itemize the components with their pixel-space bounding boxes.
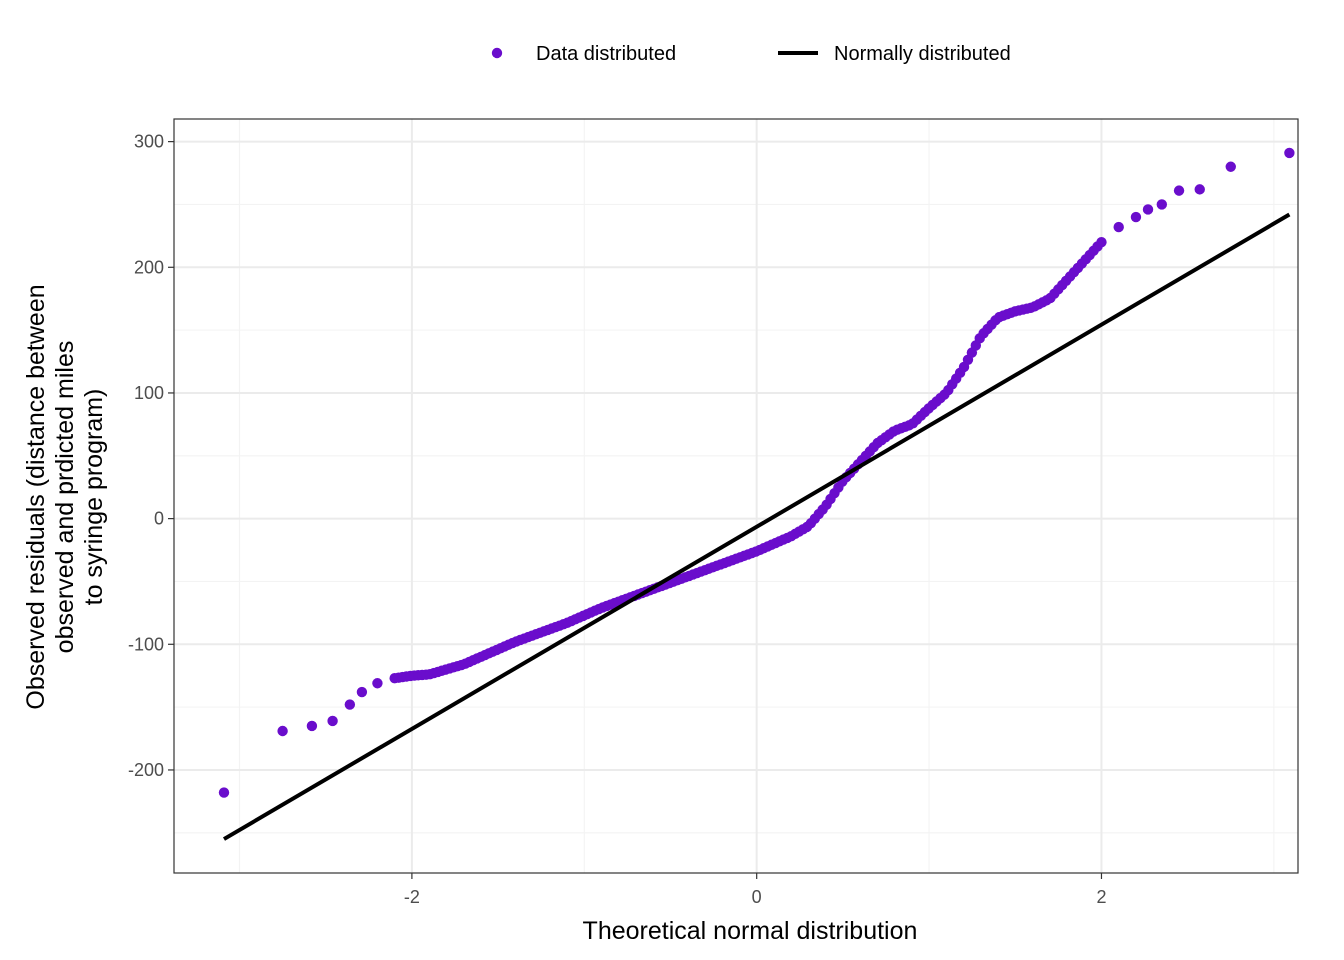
x-tick-label: 2 [1096, 887, 1106, 907]
y-tick-label: 200 [134, 257, 164, 277]
y-tick-label: -100 [128, 634, 164, 654]
data-point [327, 715, 338, 727]
y-axis-title-line-3: to syringe program) [80, 389, 108, 606]
grid-minor [174, 119, 1298, 873]
legend-point-swatch [491, 47, 503, 59]
plot-marks [218, 147, 1295, 841]
y-axis: -200 -100 0 100 200 300 [128, 132, 174, 780]
y-axis-title-line-1: Observed residuals (distance between [22, 284, 50, 709]
x-axis-title: Theoretical normal distribution [583, 917, 918, 945]
data-point [1113, 221, 1124, 233]
data-point [1142, 204, 1154, 215]
plot-panel [174, 119, 1298, 873]
data-point [1156, 199, 1168, 210]
data-point [344, 699, 356, 710]
x-axis: -2 0 2 [404, 873, 1106, 907]
y-axis-title: Observed residuals (distance between obs… [22, 284, 108, 709]
grid-major [174, 119, 1298, 873]
data-point [356, 686, 368, 698]
x-tick-label: 0 [752, 887, 762, 907]
legend: Data distributed Normally distributed [491, 43, 1011, 65]
data-point [306, 720, 318, 732]
legend-label-data: Data distributed [536, 43, 676, 65]
normal-reference-line [222, 212, 1291, 841]
y-axis-title-line-2: observed and prdicted miles [51, 341, 79, 654]
data-point [372, 678, 383, 689]
y-tick-label: 100 [134, 383, 164, 403]
data-point [1284, 147, 1295, 159]
data-point [1096, 236, 1107, 248]
data-point [1130, 211, 1142, 223]
y-tick-label: 0 [154, 509, 164, 529]
data-point [1173, 185, 1185, 196]
data-point [218, 787, 230, 798]
data-point [1225, 161, 1236, 172]
panel-border [173, 118, 1299, 874]
legend-label-normal: Normally distributed [834, 43, 1011, 65]
x-tick-label: -2 [404, 887, 420, 907]
y-tick-label: 300 [134, 132, 164, 152]
y-tick-label: -200 [128, 760, 164, 780]
data-point [277, 725, 288, 737]
data-point [1194, 184, 1205, 195]
